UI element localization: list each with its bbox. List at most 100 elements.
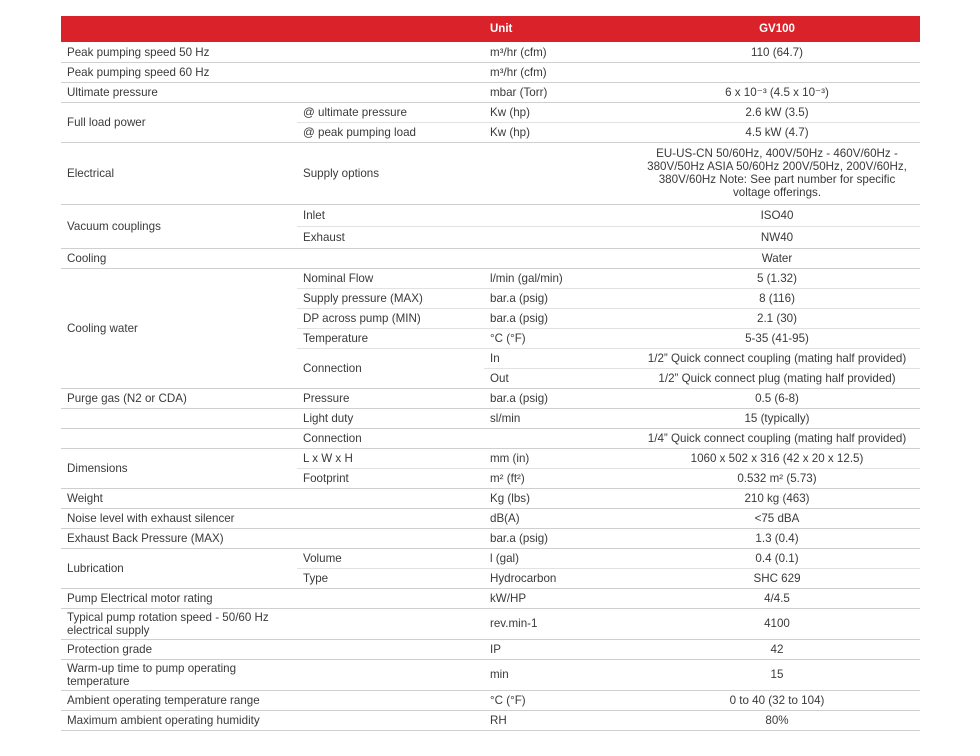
gv100-value: NW40 xyxy=(760,230,794,244)
row-divider xyxy=(61,608,920,609)
gv100-value: 0 to 40 (32 to 104) xyxy=(729,693,825,707)
parameter-label: Ultimate pressure xyxy=(67,85,158,99)
gv100-value: 4100 xyxy=(764,617,790,630)
model-header: GV100 xyxy=(759,23,795,35)
parameter-label: Protection grade xyxy=(67,642,153,656)
row-divider xyxy=(297,468,920,469)
gv100-value: 1/4” Quick connect coupling (mating half… xyxy=(647,431,907,445)
parameter-label: Purge gas (N2 or CDA) xyxy=(67,391,187,405)
unit-value: Kg (lbs) xyxy=(490,491,530,505)
gv100-value: 1/2” Quick connect plug (mating half pro… xyxy=(658,371,896,385)
sub-parameter-label: Temperature xyxy=(303,331,369,345)
unit-value: bar.a (psig) xyxy=(490,391,548,405)
sub-parameter-label: L x W x H xyxy=(303,451,353,465)
unit-value: l/min (gal/min) xyxy=(490,271,563,285)
parameter-label: Maximum ambient operating humidity xyxy=(67,713,260,727)
parameter-label: Noise level with exhaust silencer xyxy=(67,511,235,525)
row-divider xyxy=(61,710,920,711)
row-divider xyxy=(61,659,920,660)
sub-parameter-label: Connection xyxy=(303,431,362,445)
gv100-value: 15 xyxy=(770,668,784,681)
row-divider xyxy=(297,568,920,569)
row-divider xyxy=(61,82,920,83)
gv100-value: 8 (116) xyxy=(759,291,795,305)
row-divider xyxy=(297,328,920,329)
parameter-label: Ambient operating temperature range xyxy=(67,693,260,707)
unit-value: dB(A) xyxy=(490,511,520,525)
gv100-value: 2.1 (30) xyxy=(757,311,797,325)
parameter-label: Peak pumping speed 60 Hz xyxy=(67,65,210,79)
parameter-label: Peak pumping speed 50 Hz xyxy=(67,45,210,59)
row-divider xyxy=(297,288,920,289)
gv100-value: <75 dBA xyxy=(754,511,800,525)
unit-header: Unit xyxy=(490,23,513,35)
row-divider xyxy=(297,122,920,123)
unit-value: l (gal) xyxy=(490,551,519,565)
unit-value: m² (ft²) xyxy=(490,471,525,485)
gv100-value: 5 (1.32) xyxy=(757,271,797,285)
unit-value: bar.a (psig) xyxy=(490,311,548,325)
row-divider xyxy=(61,428,920,429)
unit-value: kW/HP xyxy=(490,591,527,605)
unit-value: m³/hr (cfm) xyxy=(490,45,547,59)
sub-parameter-label: Connection xyxy=(303,361,362,375)
unit-value: IP xyxy=(490,642,501,656)
gv100-value: EU-US-CN 50/60Hz, 400V/50Hz - 460V/60Hz … xyxy=(647,147,907,199)
parameter-label: Typical pump rotation speed - 50/60 Hz e… xyxy=(67,610,269,637)
gv100-value: 15 (typically) xyxy=(744,411,810,425)
sub-parameter-label: Supply pressure (MAX) xyxy=(303,291,423,305)
gv100-value: 0.4 (0.1) xyxy=(755,551,799,565)
gv100-value: SHC 629 xyxy=(753,571,801,585)
parameter-label: Vacuum couplings xyxy=(67,219,161,233)
gv100-value: 4/4.5 xyxy=(764,591,790,605)
gv100-value: 110 (64.7) xyxy=(751,45,803,59)
unit-value: m³/hr (cfm) xyxy=(490,65,547,79)
sub-parameter-label: Type xyxy=(303,571,329,585)
row-divider xyxy=(297,226,920,227)
parameter-label: Cooling water xyxy=(67,321,138,335)
gv100-value: 0.5 (6-8) xyxy=(755,391,799,405)
gv100-value: 1060 x 502 x 316 (42 x 20 x 12.5) xyxy=(690,451,864,465)
unit-value: Kw (hp) xyxy=(490,105,530,119)
sub-parameter-label: Volume xyxy=(303,551,342,565)
row-divider xyxy=(61,448,920,449)
sub-parameter-label: DP across pump (MIN) xyxy=(303,311,421,325)
gv100-value: Water xyxy=(761,251,793,265)
parameter-label: Electrical xyxy=(67,166,115,180)
unit-value: mbar (Torr) xyxy=(490,85,548,99)
row-divider xyxy=(61,690,920,691)
sub-parameter-label: Footprint xyxy=(303,471,349,485)
row-divider xyxy=(484,368,920,369)
sub-parameter-label: Inlet xyxy=(303,208,325,222)
table-header: Unit GV100 xyxy=(61,16,920,42)
unit-value: Kw (hp) xyxy=(490,125,530,139)
row-divider xyxy=(61,142,920,143)
row-divider xyxy=(61,588,920,589)
unit-value: °C (°F) xyxy=(490,693,526,707)
gv100-value: 5-35 (41-95) xyxy=(745,331,809,345)
gv100-value: 6 x 10⁻³ (4.5 x 10⁻³) xyxy=(725,85,829,99)
parameter-label: Cooling xyxy=(67,251,107,265)
sub-parameter-label: Nominal Flow xyxy=(303,271,374,285)
gv100-value: 1.3 (0.4) xyxy=(755,531,799,545)
unit-value: min xyxy=(490,668,509,681)
row-divider xyxy=(61,528,920,529)
row-divider xyxy=(61,248,920,249)
unit-value: RH xyxy=(490,713,507,727)
row-divider xyxy=(297,308,920,309)
row-divider xyxy=(61,639,920,640)
gv100-value xyxy=(641,62,913,82)
row-divider xyxy=(61,102,920,103)
unit-value: Hydrocarbon xyxy=(490,571,557,585)
row-divider xyxy=(61,408,920,409)
unit-value: bar.a (psig) xyxy=(490,291,548,305)
row-divider xyxy=(61,548,920,549)
sub-parameter-label: Pressure xyxy=(303,391,350,405)
unit-value: °C (°F) xyxy=(490,331,526,345)
gv100-value: ISO40 xyxy=(760,208,794,222)
row-divider xyxy=(61,508,920,509)
unit-value: mm (in) xyxy=(490,451,530,465)
sub-parameter-label: @ ultimate pressure xyxy=(303,105,407,119)
row-divider xyxy=(61,730,920,731)
row-divider xyxy=(61,488,920,489)
